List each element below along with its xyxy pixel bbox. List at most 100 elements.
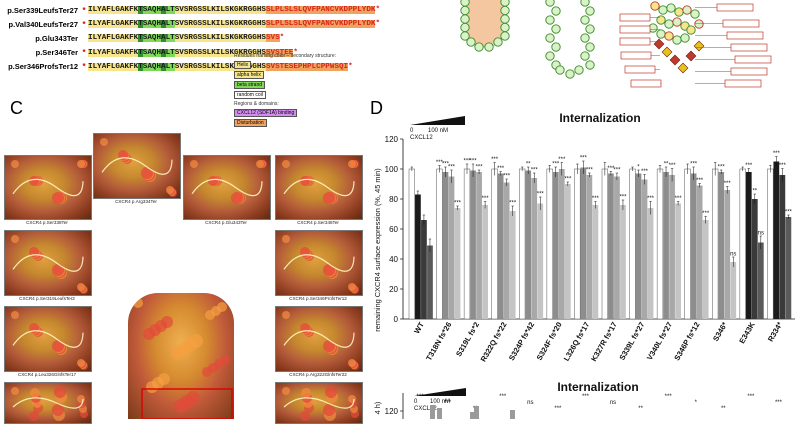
bar xyxy=(751,199,758,319)
x-tick-label: S324P fs*42 xyxy=(507,321,536,363)
bar xyxy=(675,203,681,319)
bar xyxy=(546,168,553,320)
significance-label: *** xyxy=(641,169,649,175)
residue-circle xyxy=(682,5,692,15)
bar xyxy=(482,205,488,319)
legend-alpha-helix: alpha helix xyxy=(234,71,264,79)
variant-label-box xyxy=(730,43,768,52)
residue-circle xyxy=(585,6,595,16)
bar xyxy=(509,211,516,319)
bar xyxy=(497,173,504,319)
significance-label: *** xyxy=(442,162,450,168)
bar xyxy=(647,208,654,319)
residue-circle xyxy=(500,5,510,16)
bar-2 xyxy=(474,406,479,419)
x-tick-label: E343K xyxy=(737,320,757,345)
significance-label: *** xyxy=(464,159,472,165)
significance-label: *** xyxy=(552,162,560,168)
panel-b-sequences: p.Ser339LeufsTer27 * ILYAFLGAKFKTSAQHALTSV… xyxy=(0,0,400,75)
significance-label: *** xyxy=(448,165,456,171)
bar xyxy=(656,168,664,320)
bar xyxy=(620,205,626,319)
variant-label-box xyxy=(620,51,652,60)
significance-label: *** xyxy=(619,195,627,201)
ligand-label: CXCL12 xyxy=(410,135,433,141)
variant-label-box xyxy=(724,79,762,88)
significance-label: *** xyxy=(724,181,732,187)
dose-label: 100 nM xyxy=(428,128,448,134)
residue-circle xyxy=(664,31,674,41)
y-tick-label: 60 xyxy=(389,225,398,234)
significance-label-2: *** xyxy=(444,400,452,406)
residue-circle xyxy=(580,33,590,43)
significance-label: ns xyxy=(758,231,764,237)
significance-label: *** xyxy=(580,156,588,162)
x-tick-label: R322Q fs*22 xyxy=(479,321,509,364)
significance-label: *** xyxy=(476,165,484,171)
y-tick-label: 40 xyxy=(389,255,398,264)
bar xyxy=(454,208,461,319)
x-tick-label: V340L fs*27 xyxy=(645,321,674,362)
significance-label-2: ns xyxy=(527,400,533,406)
residue-circle xyxy=(565,69,575,79)
bar xyxy=(427,245,433,319)
residue-circle xyxy=(680,33,690,43)
sequence-label: p.Ser346ProfsTer12 xyxy=(8,62,78,72)
svg-text:0: 0 xyxy=(410,128,414,134)
dose-ramp-2 xyxy=(414,388,466,396)
residue-circle xyxy=(674,7,684,17)
residue-diamond xyxy=(693,40,705,52)
bar xyxy=(415,194,421,319)
residue-circle xyxy=(585,60,595,70)
structure-caption: CXCR4 p.Arg322GlnfsTer22 xyxy=(289,372,347,377)
panel-d-letter: D xyxy=(370,98,383,118)
dose-label-2: 100 nM xyxy=(430,399,450,405)
bar xyxy=(635,173,642,319)
structure-thumbnail xyxy=(4,230,92,296)
variant-label-box xyxy=(730,67,768,76)
x-tick-label: S339L fs*27 xyxy=(617,321,646,362)
significance-label: *** xyxy=(558,157,566,163)
bar xyxy=(757,242,764,319)
bar xyxy=(408,168,415,320)
legend-title: Residues framing color – secondary struc… xyxy=(234,53,336,59)
variant-label-box xyxy=(716,3,754,12)
structure-thumbnail xyxy=(93,133,181,199)
variant-label-box xyxy=(630,79,662,88)
y-axis-label: remaining CXCR4 surface expression (%, 4… xyxy=(373,168,382,331)
panel-c-letter: C xyxy=(10,98,23,118)
residue-circle xyxy=(580,15,590,25)
bar xyxy=(470,170,476,319)
sequence-row: p.Ser339LeufsTer27 * ILYAFLGAKFKTSAQHALTSV… xyxy=(0,3,380,17)
topology-diagram xyxy=(460,0,772,88)
bar xyxy=(663,172,669,319)
residue-circle xyxy=(580,0,590,7)
bar xyxy=(558,169,565,319)
bar xyxy=(552,172,559,319)
variant-label-box xyxy=(619,37,651,46)
bar xyxy=(608,173,614,319)
residue-circle xyxy=(545,33,555,43)
significance-label: *** xyxy=(531,168,539,174)
significance-label: *** xyxy=(690,162,698,168)
variant-label-box xyxy=(722,19,760,28)
sequence-label: p.Ser346Ter xyxy=(35,48,78,58)
residue-diamond xyxy=(653,38,665,50)
significance-label: *** xyxy=(675,196,683,202)
significance-label: *** xyxy=(482,196,490,202)
sequence-label: p.Val340LeufsTer27 xyxy=(8,19,78,29)
significance-label: *** xyxy=(509,201,517,207)
x-tick-label: S346* xyxy=(711,320,729,342)
significance-label: * xyxy=(637,165,640,171)
structure-caption: CXCR4 p.Arg334Ter xyxy=(115,199,157,204)
bar xyxy=(684,168,691,320)
structure-large xyxy=(128,293,234,419)
variant-label-box xyxy=(624,65,656,74)
bar xyxy=(476,172,482,319)
variant-label-box xyxy=(734,55,772,64)
bar xyxy=(712,168,719,320)
bar xyxy=(491,168,498,320)
structure-thumbnail xyxy=(4,306,92,372)
significance-label: *** xyxy=(503,174,511,180)
variant-label-box xyxy=(619,25,651,34)
